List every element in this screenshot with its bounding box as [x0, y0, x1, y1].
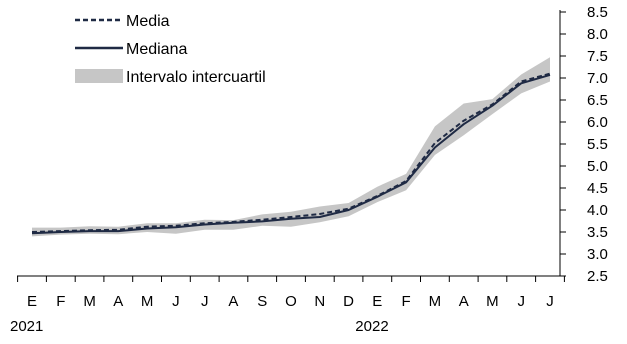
- x-year-label: 2021: [10, 318, 43, 335]
- x-tick-label: O: [285, 293, 297, 310]
- x-tick-label: J: [201, 293, 209, 310]
- x-tick-label: M: [83, 293, 96, 310]
- interquartile-band: [32, 57, 550, 237]
- x-tick-label: F: [56, 293, 65, 310]
- x-tick-label: M: [141, 293, 154, 310]
- x-year-label: 2022: [355, 318, 388, 335]
- x-tick-label: N: [314, 293, 325, 310]
- y-tick-label: 7.0: [587, 70, 608, 87]
- legend-label-mediana: Mediana: [126, 41, 187, 58]
- x-tick-label: A: [113, 293, 123, 310]
- legend: Media Mediana Intervalo intercuartil: [75, 13, 266, 86]
- y-tick-label: 4.0: [587, 202, 608, 219]
- y-tick-label: 5.5: [587, 136, 608, 153]
- x-tick-label: D: [343, 293, 354, 310]
- legend-swatch-intervalo-intercuartil: [75, 69, 123, 83]
- series-line-mediana: [31, 73, 551, 235]
- x-tick-label: E: [372, 293, 382, 310]
- y-tick-label: 4.5: [587, 180, 608, 197]
- interquartile-band-layer: [32, 57, 550, 237]
- y-tick-label: 2.5: [587, 268, 608, 285]
- x-tick-label: J: [172, 293, 180, 310]
- x-tick-label: M: [429, 293, 442, 310]
- y-tick-label: 8.5: [587, 4, 608, 21]
- y-tick-label: 5.0: [587, 158, 608, 175]
- y-tick-label: 8.0: [587, 26, 608, 43]
- y-tick-label: 3.0: [587, 246, 608, 263]
- legend-label-media: Media: [126, 13, 170, 30]
- legend-label-intervalo-intercuartil: Intervalo intercuartil: [126, 69, 266, 86]
- y-tick-label: 6.5: [587, 92, 608, 109]
- x-tick-label: E: [27, 293, 37, 310]
- x-tick-label: F: [402, 293, 411, 310]
- y-tick-label: 7.5: [587, 48, 608, 65]
- x-tick-label: A: [228, 293, 238, 310]
- series-line-media: [31, 72, 551, 233]
- series-lines: [31, 72, 551, 235]
- x-tick-label: J: [517, 293, 525, 310]
- x-tick-label: S: [257, 293, 267, 310]
- x-tick-label: A: [459, 293, 469, 310]
- y-tick-label: 6.0: [587, 114, 608, 131]
- x-tick-label: J: [546, 293, 554, 310]
- y-tick-label: 3.5: [587, 224, 608, 241]
- x-tick-label: M: [486, 293, 499, 310]
